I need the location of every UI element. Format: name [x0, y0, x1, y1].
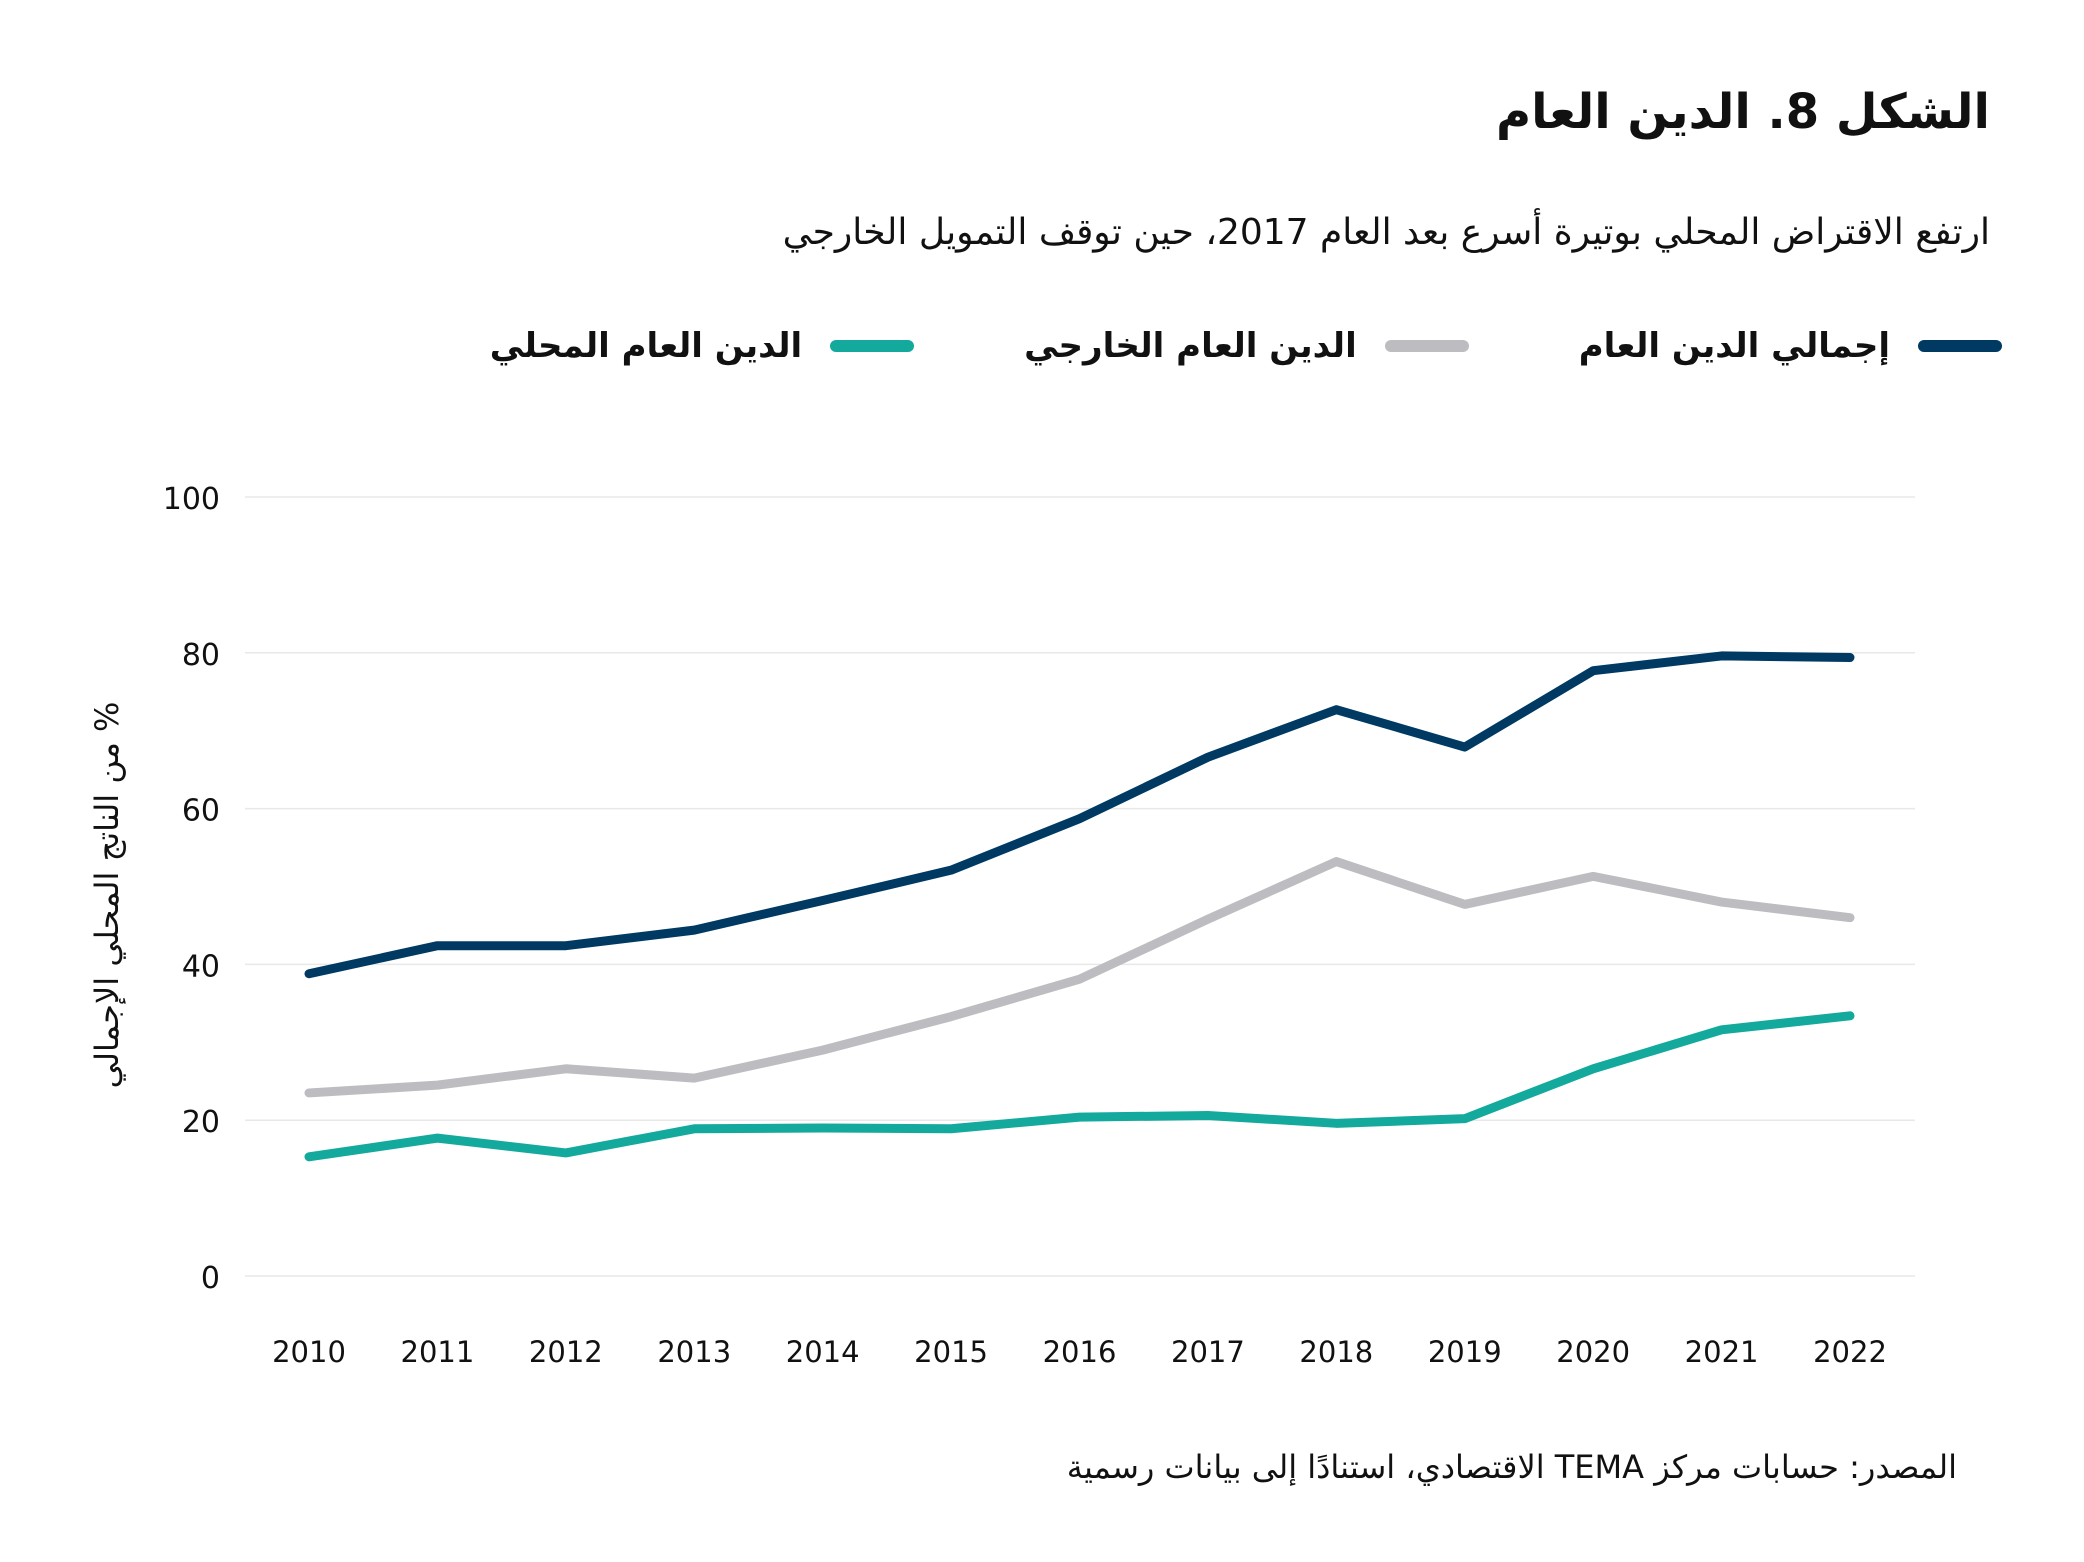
legend: إجمالي الدين العام الدين العام الخارجي ا… — [490, 326, 2002, 366]
legend-item-external: الدين العام الخارجي — [1024, 326, 1469, 366]
x-tick-label: 2019 — [1428, 1335, 1502, 1369]
series-line-2 — [304, 1011, 1855, 1162]
x-tick-label: 2022 — [1813, 1335, 1887, 1369]
source-note: المصدر: حسابات مركز TEMA الاقتصادي، استن… — [1066, 1448, 1957, 1486]
x-tick-label: 2010 — [272, 1335, 346, 1369]
x-tick-label: 2012 — [529, 1335, 603, 1369]
x-tick-label: 2020 — [1556, 1335, 1630, 1369]
x-tick-label: 2016 — [1043, 1335, 1117, 1369]
series-line-0 — [304, 651, 1855, 979]
x-tick-label: 2014 — [786, 1335, 860, 1369]
legend-label-external: الدين العام الخارجي — [1024, 326, 1357, 366]
x-tick-label: 2017 — [1171, 1335, 1245, 1369]
legend-swatch-domestic — [830, 340, 915, 352]
y-tick-label: 40 — [182, 949, 220, 984]
legend-item-domestic: الدين العام المحلي — [489, 326, 915, 366]
legend-label-total: إجمالي الدين العام — [1578, 326, 1890, 366]
y-tick-label: 20 — [182, 1105, 220, 1140]
chart-subtitle: ارتفع الاقتراض المحلي بوتيرة أسرع بعد ال… — [782, 212, 1990, 253]
x-tick-label: 2013 — [657, 1335, 731, 1369]
x-tick-label: 2021 — [1685, 1335, 1759, 1369]
legend-swatch-external — [1384, 340, 1469, 352]
legend-swatch-total — [1918, 340, 2002, 352]
x-tick-label: 2018 — [1299, 1335, 1373, 1369]
x-tick-label: 2011 — [401, 1335, 475, 1369]
x-tick-label: 2015 — [914, 1335, 988, 1369]
y-tick-label: 0 — [201, 1261, 220, 1296]
legend-item-total: إجمالي الدين العام — [1579, 326, 2002, 366]
y-tick-label: 60 — [182, 794, 220, 829]
chart-title: الشكل 8. الدين العام — [1495, 84, 1990, 140]
legend-label-domestic: الدين العام المحلي — [489, 326, 803, 366]
y-tick-label: 80 — [182, 638, 220, 673]
y-tick-label: 100 — [163, 482, 220, 517]
